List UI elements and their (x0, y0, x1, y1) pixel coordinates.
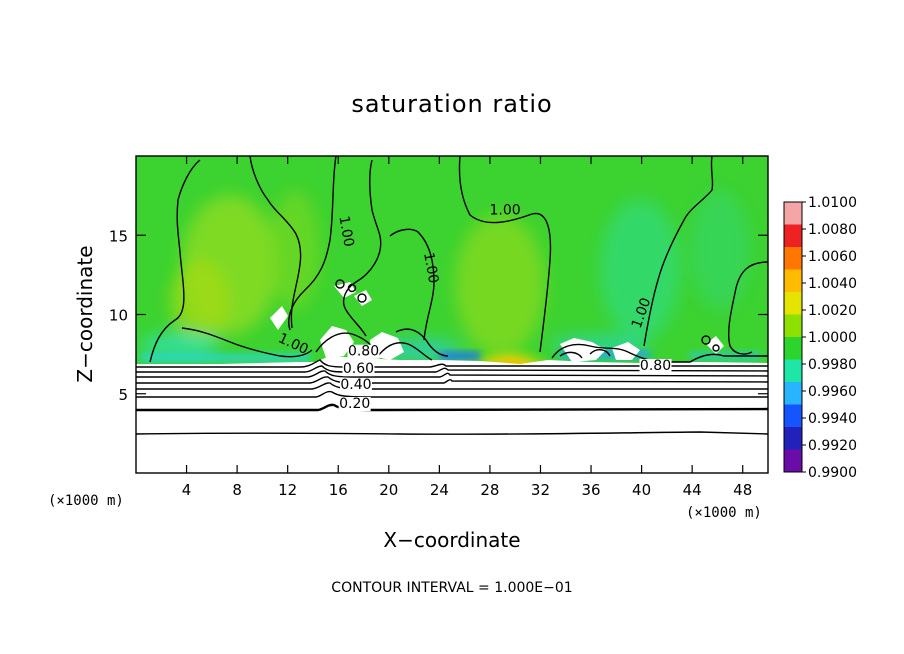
contour-label-text: 1.00 (420, 251, 441, 284)
contour-label: 0.80 (639, 358, 672, 374)
x-tick-label: 32 (531, 481, 550, 499)
x-tick-label: 40 (632, 481, 651, 499)
colorbar-label: 0.9980 (808, 357, 857, 373)
x-axis-ticks: 4 8 12 16 20 24 28 32 36 40 44 48 (182, 156, 752, 499)
colorbar-swatch (784, 269, 802, 293)
colorbar-swatch (784, 449, 802, 473)
colorbar-swatch (784, 404, 802, 428)
contour-lines (136, 156, 768, 435)
colorbar-label: 0.9940 (808, 411, 857, 427)
y-tick-label: 5 (118, 386, 128, 404)
y-axis-ticks: 5 10 15 (109, 227, 768, 404)
contour-interval-note: CONTOUR INTERVAL = 1.000E−01 (331, 580, 572, 596)
colorbar-swatch (784, 224, 802, 248)
contour-label-text: 0.20 (339, 396, 370, 412)
x-tick-label: 20 (379, 481, 398, 499)
contour-label: 0.60 (342, 361, 375, 377)
contour-label: 0.80 (347, 344, 380, 360)
contour-label-text: 0.60 (343, 361, 374, 377)
x-tick-label: 12 (278, 481, 297, 499)
colorbar-label: 1.0040 (808, 276, 857, 292)
contour-label-text: 0.40 (340, 377, 371, 393)
contour-label: 1.00 (420, 251, 441, 284)
colorbar-label: 0.9900 (808, 465, 857, 481)
x-tick-label: 36 (581, 481, 600, 499)
heatmap-field: 1.001.001.001.001.000.800.800.600.400.20 (136, 156, 768, 473)
y-tick-label: 10 (109, 307, 128, 325)
x-tick-label: 16 (329, 481, 348, 499)
x-tick-label: 48 (733, 481, 752, 499)
contour-label: 0.20 (338, 396, 371, 412)
contour-label: 1.00 (335, 215, 356, 248)
colorbar-label: 1.0080 (808, 222, 857, 238)
x-axis-title: X−coordinate (383, 528, 520, 552)
colorbar-swatch (784, 202, 802, 225)
colorbar-label: 1.0100 (808, 195, 857, 211)
contour-label: 0.40 (339, 377, 372, 393)
colorbar-label: 1.0000 (808, 330, 857, 346)
colorbar-swatch (784, 247, 802, 270)
contour-labels: 1.001.001.001.001.000.800.800.600.400.20 (276, 203, 672, 412)
y-unit-label: (×1000 m) (48, 493, 124, 509)
colorbar-label: 1.0060 (808, 249, 857, 265)
y-axis-title: Z−coordinate (73, 245, 97, 382)
x-unit-label: (×1000 m) (686, 505, 762, 521)
contour-label: 1.00 (490, 203, 521, 219)
contour-label-text: 0.80 (348, 344, 379, 360)
colorbar-swatch (784, 337, 802, 360)
colorbar-swatch (784, 382, 802, 405)
contour-label-text: 0.80 (640, 358, 671, 374)
x-tick-label: 8 (232, 481, 242, 499)
colorbar: 1.0100 1.0080 1.0060 1.0040 1.0020 1.0000 0.99… (783, 195, 857, 481)
colorbar-swatch (784, 427, 802, 450)
contour-label-text: 1.00 (490, 203, 521, 219)
colorbar-swatch (784, 359, 802, 383)
colorbar-label: 0.9960 (808, 384, 857, 400)
colorbar-swatch (784, 292, 802, 315)
x-tick-label: 44 (683, 481, 702, 499)
subsaturated-layer (136, 356, 768, 473)
chart-title: saturation ratio (351, 90, 552, 118)
x-tick-label: 4 (182, 481, 192, 499)
contour-label-text: 1.00 (335, 215, 356, 248)
x-tick-label: 24 (430, 481, 449, 499)
colorbar-swatch (784, 314, 802, 338)
colorbar-label: 0.9920 (808, 438, 857, 454)
y-tick-label: 15 (109, 227, 128, 245)
x-tick-label: 28 (480, 481, 499, 499)
colorbar-label: 1.0020 (808, 303, 857, 319)
